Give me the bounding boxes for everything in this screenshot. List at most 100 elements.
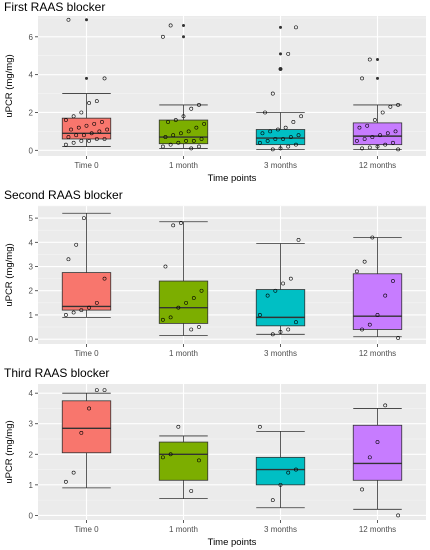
data-point: [79, 110, 84, 115]
data-point: [94, 99, 99, 104]
data-point: [66, 135, 71, 139]
outlier-point: [376, 76, 379, 80]
data-point: [373, 118, 377, 122]
data-point: [286, 327, 291, 332]
data-point: [296, 133, 301, 138]
data-point: [286, 470, 291, 475]
data-point: [288, 276, 293, 281]
data-point: [362, 259, 367, 264]
data-point: [63, 313, 68, 317]
data-point: [378, 133, 382, 138]
data-point: [71, 310, 76, 315]
data-point: [79, 430, 84, 435]
x-tick-label: Time 0: [74, 161, 99, 170]
data-point: [191, 296, 196, 300]
outlier-point: [182, 23, 185, 27]
data-point: [179, 131, 183, 136]
data-point: [278, 67, 283, 71]
data-point: [260, 131, 265, 136]
data-point: [388, 104, 393, 109]
y-tick-label: 1: [29, 311, 34, 320]
data-point: [354, 269, 359, 274]
data-point: [84, 123, 89, 128]
data-point: [283, 125, 288, 130]
data-point: [265, 293, 270, 298]
data-point: [168, 142, 173, 147]
data-point: [367, 322, 372, 327]
box-3: [255, 456, 306, 486]
data-point: [184, 138, 188, 143]
data-point: [197, 458, 201, 463]
box-1: [61, 272, 112, 311]
y-tick-label: 5: [29, 214, 34, 223]
data-point: [273, 288, 278, 293]
data-point: [171, 223, 176, 228]
data-point: [66, 17, 71, 22]
outlier-point: [85, 18, 88, 22]
box-2: [158, 280, 209, 324]
data-point: [360, 146, 364, 151]
chart-panel-1: First RAAS blocker 0 2 4 6 uPCR (mg/mg) Time …: [0, 0, 430, 186]
data-point: [281, 281, 285, 286]
data-point: [102, 137, 107, 141]
data-point: [375, 144, 380, 149]
data-point: [74, 242, 79, 247]
chart-plot-1: 0 2 4 6 uPCR (mg/mg) Time 0 1 month 3 months 12 …: [4, 16, 426, 184]
data-point: [370, 135, 375, 139]
data-point: [76, 125, 81, 130]
x-axis-title: Time points: [208, 173, 257, 184]
x-axis-title: Time points: [208, 537, 257, 548]
data-point: [273, 137, 278, 141]
data-point: [383, 142, 388, 147]
data-point: [257, 313, 262, 317]
data-point: [94, 300, 99, 305]
y-tick-label: 2: [29, 450, 34, 459]
y-tick-label: 2: [29, 108, 34, 117]
data-point: [278, 146, 283, 151]
data-point: [184, 300, 188, 305]
data-point: [263, 110, 267, 115]
data-point: [89, 131, 94, 136]
data-point: [197, 325, 201, 329]
data-point: [82, 216, 86, 221]
data-point: [105, 127, 110, 132]
box-2: [158, 441, 209, 481]
data-point: [79, 138, 84, 143]
data-point: [278, 329, 283, 334]
data-point: [160, 144, 165, 149]
y-axis-title: uPCR (mg/mg): [4, 54, 15, 117]
data-point: [63, 142, 68, 147]
data-point: [102, 76, 107, 81]
data-point: [71, 114, 76, 119]
data-point: [375, 440, 380, 444]
data-point: [296, 237, 301, 242]
data-point: [281, 137, 285, 141]
data-point: [94, 137, 99, 141]
x-tick-label: Time 0: [74, 349, 99, 358]
data-point: [202, 121, 207, 126]
data-point: [294, 320, 298, 325]
y-tick-label: 6: [29, 33, 34, 42]
data-point: [66, 257, 71, 262]
data-point: [181, 114, 186, 119]
data-point: [268, 129, 273, 134]
outlier-point: [376, 58, 379, 62]
data-point: [294, 142, 298, 147]
x-tick-label: 12 months: [359, 349, 396, 358]
data-point: [286, 144, 291, 149]
data-point: [71, 140, 76, 145]
x-tick-label: 3 months: [264, 349, 297, 358]
data-point: [163, 135, 168, 139]
data-point: [396, 336, 401, 340]
x-tick-label: 12 months: [359, 525, 396, 534]
x-tick-label: 1 month: [169, 525, 198, 534]
data-point: [391, 279, 395, 283]
outlier-point: [85, 76, 88, 80]
data-point: [383, 403, 388, 408]
data-point: [396, 103, 401, 107]
box-3: [255, 129, 306, 146]
data-point: [365, 123, 370, 128]
chart-panel-3: Third RAAS blocker 0 1 2 3 4 uPCR (mg/mg) Time…: [0, 366, 430, 550]
data-point: [87, 101, 91, 105]
data-point: [160, 455, 165, 460]
